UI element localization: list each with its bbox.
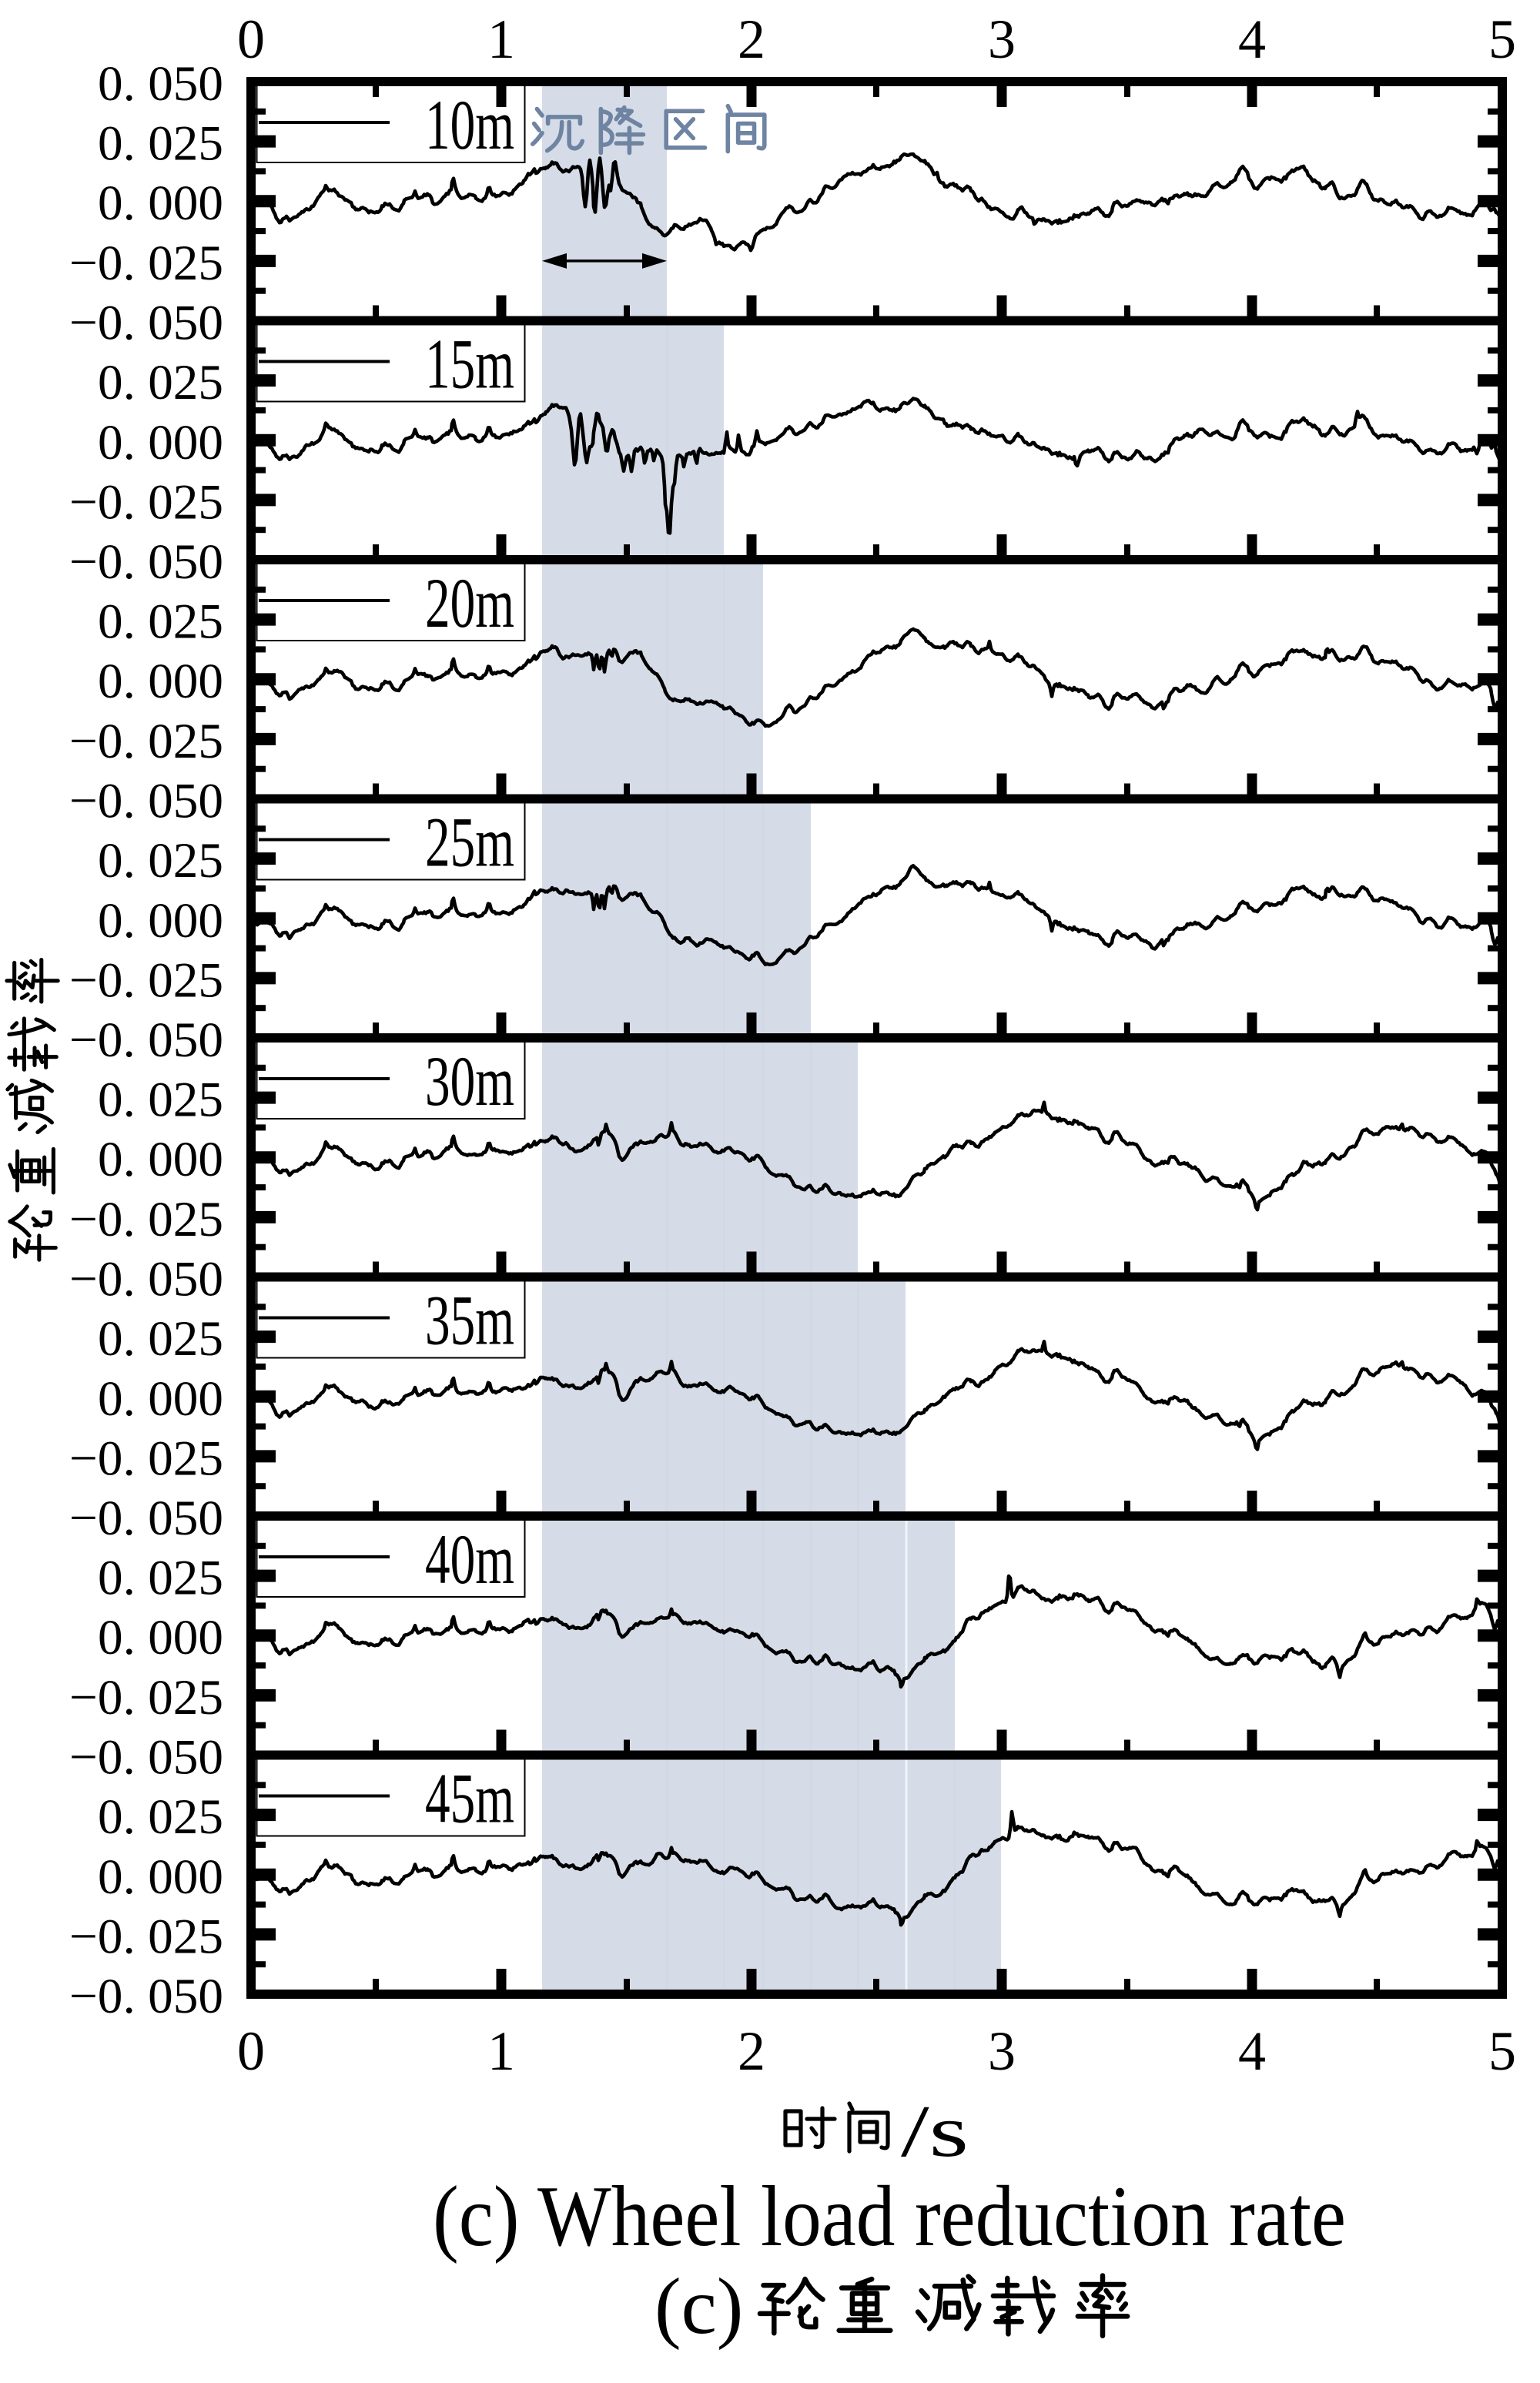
svg-text:−0. 025: −0. 025 <box>69 1431 223 1486</box>
svg-text:/s: /s <box>901 2090 969 2172</box>
svg-text:0. 000: 0. 000 <box>98 1849 223 1905</box>
svg-text:0. 000: 0. 000 <box>98 1610 223 1665</box>
svg-text:10m: 10m <box>425 85 514 164</box>
svg-text:0. 025: 0. 025 <box>98 355 223 410</box>
svg-text:0. 025: 0. 025 <box>98 1789 223 1845</box>
svg-text:0: 0 <box>237 8 265 70</box>
svg-text:(c): (c) <box>654 2262 743 2351</box>
svg-text:−0. 025: −0. 025 <box>69 1670 223 1725</box>
svg-text:0. 025: 0. 025 <box>98 594 223 650</box>
svg-text:−0. 025: −0. 025 <box>69 474 223 530</box>
svg-text:(c) Wheel load reduction rate: (c) Wheel load reduction rate <box>433 2169 1346 2264</box>
svg-text:25m: 25m <box>425 803 514 882</box>
svg-text:4: 4 <box>1238 2020 1266 2082</box>
svg-text:−0. 050: −0. 050 <box>69 1969 223 2024</box>
svg-text:3: 3 <box>988 8 1016 70</box>
svg-text:2: 2 <box>738 8 765 70</box>
svg-text:0. 050: 0. 050 <box>98 56 223 112</box>
svg-text:0. 000: 0. 000 <box>98 654 223 709</box>
svg-text:0. 025: 0. 025 <box>98 1311 223 1367</box>
svg-text:35m: 35m <box>425 1281 514 1360</box>
svg-text:15m: 15m <box>425 325 514 403</box>
svg-text:45m: 45m <box>425 1759 514 1838</box>
svg-text:3: 3 <box>988 2020 1016 2082</box>
svg-text:0. 000: 0. 000 <box>98 176 223 231</box>
svg-text:−0. 025: −0. 025 <box>69 714 223 769</box>
svg-text:−0. 050: −0. 050 <box>69 1012 223 1068</box>
svg-text:−0. 050: −0. 050 <box>69 1491 223 1546</box>
svg-text:2: 2 <box>738 2020 765 2082</box>
svg-text:1: 1 <box>487 2020 515 2082</box>
svg-text:0. 025: 0. 025 <box>98 833 223 889</box>
svg-text:−0. 050: −0. 050 <box>69 1252 223 1307</box>
svg-text:−0. 050: −0. 050 <box>69 296 223 351</box>
svg-text:5: 5 <box>1488 2020 1516 2082</box>
svg-text:4: 4 <box>1238 8 1266 70</box>
svg-text:−0. 050: −0. 050 <box>69 1730 223 1786</box>
svg-text:1: 1 <box>487 8 515 70</box>
svg-text:0. 025: 0. 025 <box>98 116 223 172</box>
svg-text:0. 000: 0. 000 <box>98 1371 223 1427</box>
svg-text:−0. 050: −0. 050 <box>69 534 223 590</box>
svg-text:40m: 40m <box>425 1520 514 1598</box>
svg-text:−0. 025: −0. 025 <box>69 236 223 291</box>
svg-text:0. 000: 0. 000 <box>98 893 223 949</box>
svg-text:5: 5 <box>1488 8 1516 70</box>
svg-text:0. 000: 0. 000 <box>98 1132 223 1187</box>
svg-text:−0. 025: −0. 025 <box>69 952 223 1008</box>
svg-text:−0. 025: −0. 025 <box>69 1192 223 1247</box>
svg-text:−0. 050: −0. 050 <box>69 774 223 829</box>
svg-text:0: 0 <box>237 2020 265 2082</box>
svg-text:0. 025: 0. 025 <box>98 1073 223 1128</box>
svg-text:0. 000: 0. 000 <box>98 415 223 470</box>
svg-text:20m: 20m <box>425 564 514 642</box>
svg-text:−0. 025: −0. 025 <box>69 1909 223 1964</box>
svg-text:0. 025: 0. 025 <box>98 1551 223 1606</box>
svg-text:30m: 30m <box>425 1042 514 1120</box>
